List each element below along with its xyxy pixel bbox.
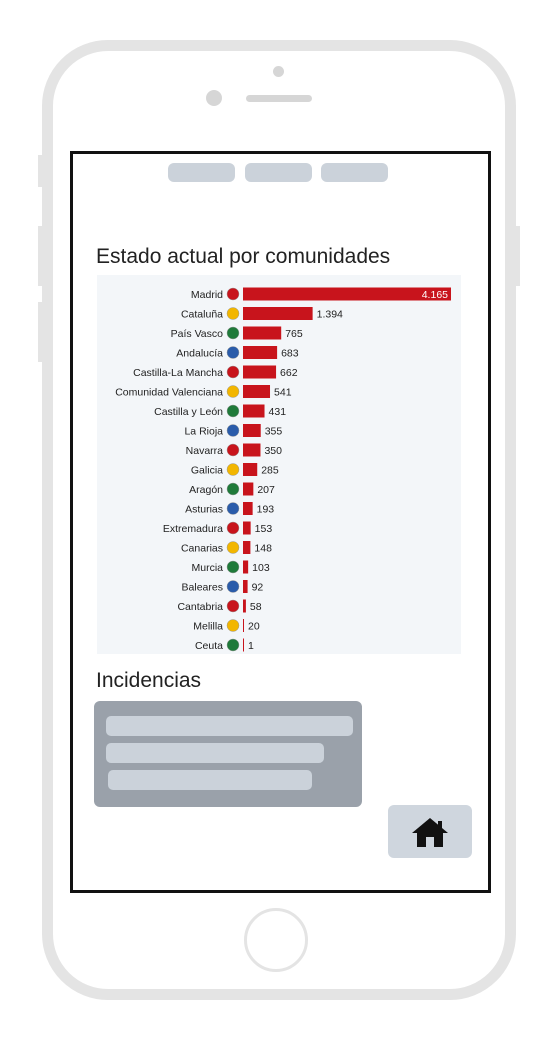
nav-tab-placeholder-1[interactable] — [168, 163, 235, 182]
flag-icon-ceuta — [226, 638, 240, 652]
chart-svg: Madrid 4.165 Cataluña 1.394 País Vasco 765 And… — [115, 287, 451, 652]
bar-navarra — [243, 443, 261, 457]
flag-icon-navarra — [226, 443, 240, 457]
flag-icon-murcia — [226, 560, 240, 574]
value-label-navarra: 350 — [264, 445, 282, 457]
category-label-castilla-y-leon: Castilla y León — [154, 406, 223, 418]
speaker-grille — [246, 95, 312, 102]
category-label-baleares: Baleares — [182, 582, 223, 594]
bar-cantabria — [243, 599, 246, 613]
flag-icon-cantabria — [226, 599, 240, 613]
incidencia-placeholder-2 — [106, 743, 324, 763]
category-label-pais-vasco: País Vasco — [171, 328, 223, 340]
bar-madrid — [243, 287, 451, 301]
bar-castilla-la-mancha — [243, 365, 277, 379]
bar-melilla — [243, 619, 244, 632]
bar-baleares — [243, 580, 248, 593]
category-label-madrid: Madrid — [191, 289, 223, 301]
category-label-aragon: Aragón — [189, 484, 223, 496]
flag-icon-andalucia — [226, 346, 240, 359]
comunidades-chart: Madrid 4.165 Cataluña 1.394 País Vasco 765 And… — [97, 275, 461, 654]
value-label-extremadura: 153 — [255, 523, 273, 535]
bar-castilla-y-leon — [243, 404, 265, 418]
value-label-la-rioja: 355 — [265, 426, 283, 438]
value-label-aragon: 207 — [257, 484, 275, 496]
value-label-cantabria: 58 — [250, 601, 262, 613]
bar-asturias — [243, 502, 253, 515]
bar-extremadura — [243, 521, 251, 535]
category-label-ceuta: Ceuta — [195, 640, 223, 652]
incidencias-card — [94, 701, 362, 807]
bar-galicia — [243, 463, 258, 476]
category-label-canarias: Canarias — [181, 543, 223, 555]
incidencias-section-title: Incidencias — [96, 669, 202, 692]
bar-cataluna — [243, 307, 313, 320]
value-label-madrid: 4.165 — [422, 289, 448, 301]
flag-icon-comunidad-valenciana — [226, 385, 240, 398]
flag-icon-baleares — [226, 580, 240, 593]
bar-canarias — [243, 541, 251, 554]
flag-icon-pais-vasco — [226, 326, 240, 340]
volume-down-button — [38, 302, 43, 362]
flag-icon-melilla — [226, 619, 240, 632]
flag-icon-asturias — [226, 502, 240, 515]
category-label-extremadura: Extremadura — [163, 523, 223, 535]
value-label-melilla: 20 — [248, 621, 260, 633]
volume-up-button — [38, 226, 43, 286]
flag-icon-castilla-y-leon — [226, 404, 240, 418]
mute-switch — [38, 155, 43, 187]
nav-tab-placeholder-2[interactable] — [245, 163, 312, 182]
bar-ceuta — [243, 638, 244, 652]
incidencia-placeholder-1 — [106, 716, 353, 736]
category-label-comunidad-valenciana: Comunidad Valenciana — [115, 387, 223, 399]
flag-icon-aragon — [226, 482, 240, 496]
value-label-asturias: 193 — [257, 504, 275, 516]
category-label-galicia: Galicia — [191, 465, 223, 477]
bar-murcia — [243, 560, 249, 574]
bar-pais-vasco — [243, 326, 282, 340]
flag-icon-castilla-la-mancha — [226, 365, 240, 379]
flag-icon-extremadura — [226, 521, 240, 535]
flag-icon-madrid — [226, 287, 240, 301]
screen: Estado actual por comunidades Madrid 4.16… — [70, 151, 491, 893]
bar-la-rioja — [243, 424, 261, 437]
home-button[interactable] — [388, 805, 472, 858]
bar-andalucia — [243, 346, 278, 359]
flag-icon-galicia — [226, 463, 240, 476]
value-label-canarias: 148 — [254, 543, 272, 555]
value-label-murcia: 103 — [252, 562, 270, 574]
flag-icon-canarias — [226, 541, 240, 554]
value-label-andalucia: 683 — [281, 348, 299, 360]
value-label-castilla-la-mancha: 662 — [280, 367, 298, 379]
value-label-pais-vasco: 765 — [285, 328, 303, 340]
nav-tab-placeholder-3[interactable] — [321, 163, 388, 182]
value-label-cataluna: 1.394 — [317, 309, 343, 321]
value-label-baleares: 92 — [252, 582, 264, 594]
estado-section-title: Estado actual por comunidades — [96, 245, 391, 268]
phone-home-button[interactable] — [244, 908, 308, 972]
home-icon — [412, 818, 448, 847]
category-label-asturias: Asturias — [185, 504, 223, 516]
bar-aragon — [243, 482, 254, 496]
value-label-castilla-y-leon: 431 — [269, 406, 287, 418]
value-label-comunidad-valenciana: 541 — [274, 387, 292, 399]
category-label-cantabria: Cantabria — [177, 601, 223, 613]
bar-comunidad-valenciana — [243, 385, 271, 398]
value-label-ceuta: 1 — [248, 640, 254, 652]
category-label-castilla-la-mancha: Castilla-La Mancha — [133, 367, 223, 379]
power-button — [515, 226, 520, 286]
flag-icon-cataluna — [226, 307, 240, 320]
camera-dot — [273, 66, 284, 77]
value-label-galicia: 285 — [261, 465, 279, 477]
category-label-murcia: Murcia — [191, 562, 223, 574]
category-label-navarra: Navarra — [186, 445, 224, 457]
category-label-la-rioja: La Rioja — [184, 426, 223, 438]
flag-icon-la-rioja — [226, 424, 240, 437]
front-camera — [206, 90, 222, 106]
category-label-melilla: Melilla — [193, 621, 223, 633]
category-label-andalucia: Andalucía — [176, 348, 223, 360]
incidencia-placeholder-3 — [108, 770, 312, 790]
category-label-cataluna: Cataluña — [181, 309, 223, 321]
